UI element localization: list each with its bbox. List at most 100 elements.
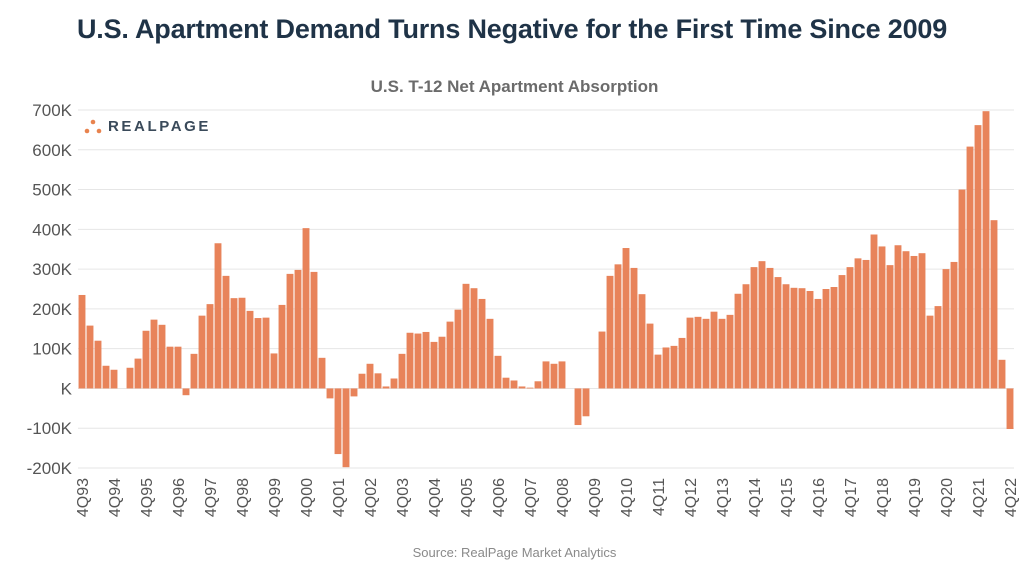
bar <box>774 277 782 389</box>
bar <box>246 310 254 389</box>
bar <box>366 363 374 389</box>
bar <box>326 388 334 399</box>
bar <box>790 287 798 389</box>
x-tick-label: 4Q05 <box>459 478 476 517</box>
bar <box>422 331 430 389</box>
bar <box>470 288 478 389</box>
bar <box>974 125 982 389</box>
bar <box>502 377 510 389</box>
bar <box>846 267 854 389</box>
x-tick-label: 4Q97 <box>203 478 220 517</box>
x-axis: 4Q93 4Q94 4Q95 4Q96 4Q97 4Q98 4Q99 4Q00 4Q01 4Q02… <box>75 478 1020 517</box>
x-tick-label: 4Q93 <box>75 478 92 517</box>
bar <box>606 275 614 389</box>
bar <box>814 298 822 389</box>
x-tick-label: 4Q11 <box>651 478 668 516</box>
chart-title: U.S. T-12 Net Apartment Absorption <box>370 77 659 96</box>
bar <box>150 319 158 389</box>
x-tick-label: 4Q15 <box>779 478 796 517</box>
bar <box>854 258 862 389</box>
bar <box>886 265 894 389</box>
x-tick-label: 4Q16 <box>811 478 828 517</box>
x-tick-label: 4Q08 <box>555 478 572 517</box>
bar <box>134 358 142 389</box>
bar <box>654 354 662 389</box>
x-tick-label: 4Q07 <box>523 478 540 517</box>
bar <box>670 345 678 389</box>
bar <box>982 111 990 389</box>
bar <box>518 386 526 389</box>
bar <box>638 294 646 389</box>
x-tick-label: 4Q95 <box>139 478 156 517</box>
bar <box>782 284 790 389</box>
bar <box>630 267 638 389</box>
bar <box>174 346 182 389</box>
bar <box>918 253 926 389</box>
bar <box>86 325 94 389</box>
x-tick-label: 4Q12 <box>683 478 700 517</box>
x-tick-label: 4Q17 <box>843 478 860 517</box>
bar <box>742 284 750 389</box>
bar <box>478 298 486 389</box>
bar <box>830 287 838 389</box>
bar <box>942 269 950 389</box>
bar <box>102 365 110 389</box>
bar <box>798 288 806 389</box>
bar <box>398 353 406 389</box>
bar <box>206 304 214 389</box>
bar <box>550 363 558 389</box>
y-tick-label: 300K <box>32 260 72 279</box>
bar <box>222 275 230 389</box>
bar <box>310 271 318 389</box>
bar <box>198 315 206 389</box>
bar <box>406 332 414 389</box>
bar <box>878 246 886 389</box>
x-tick-label: 4Q00 <box>299 478 316 517</box>
bar <box>766 267 774 389</box>
bar <box>414 333 422 389</box>
bar <box>302 228 310 389</box>
bar <box>622 248 630 389</box>
x-tick-label: 4Q09 <box>587 478 604 517</box>
bar <box>254 318 262 389</box>
x-tick-label: 4Q21 <box>971 478 988 517</box>
bar <box>950 261 958 389</box>
y-tick-label: 100K <box>32 340 72 359</box>
bar <box>726 314 734 389</box>
bar <box>582 388 590 417</box>
bar <box>694 316 702 389</box>
bar <box>934 306 942 389</box>
bar <box>862 259 870 389</box>
x-tick-label: 4Q03 <box>395 478 412 517</box>
bar-series <box>78 111 1014 468</box>
bar <box>342 388 350 468</box>
x-tick-label: 4Q10 <box>619 478 636 517</box>
bar <box>238 297 246 389</box>
y-tick-label: 600K <box>32 141 72 160</box>
x-tick-label: 4Q04 <box>427 478 444 517</box>
y-tick-label: 500K <box>32 181 72 200</box>
bar <box>350 388 358 397</box>
y-axis: 700K 600K 500K 400K 300K 200K 100K K -100K -200K <box>27 101 73 478</box>
bar <box>702 318 710 389</box>
logo-dots-icon <box>84 119 102 133</box>
bar <box>94 340 102 389</box>
bar <box>262 317 270 389</box>
bar <box>598 331 606 389</box>
bar <box>870 234 878 389</box>
x-tick-label: 4Q20 <box>939 478 956 517</box>
bar <box>614 264 622 389</box>
bar <box>574 388 582 426</box>
bar <box>446 321 454 389</box>
y-tick-label: -100K <box>27 419 73 438</box>
bar <box>686 317 694 389</box>
bar <box>758 261 766 389</box>
bar <box>806 290 814 389</box>
bar <box>558 361 566 389</box>
bar <box>1006 388 1014 430</box>
bar <box>278 304 286 389</box>
bar <box>190 353 198 389</box>
bar <box>998 359 1006 389</box>
bar <box>182 388 190 396</box>
bar <box>718 318 726 389</box>
